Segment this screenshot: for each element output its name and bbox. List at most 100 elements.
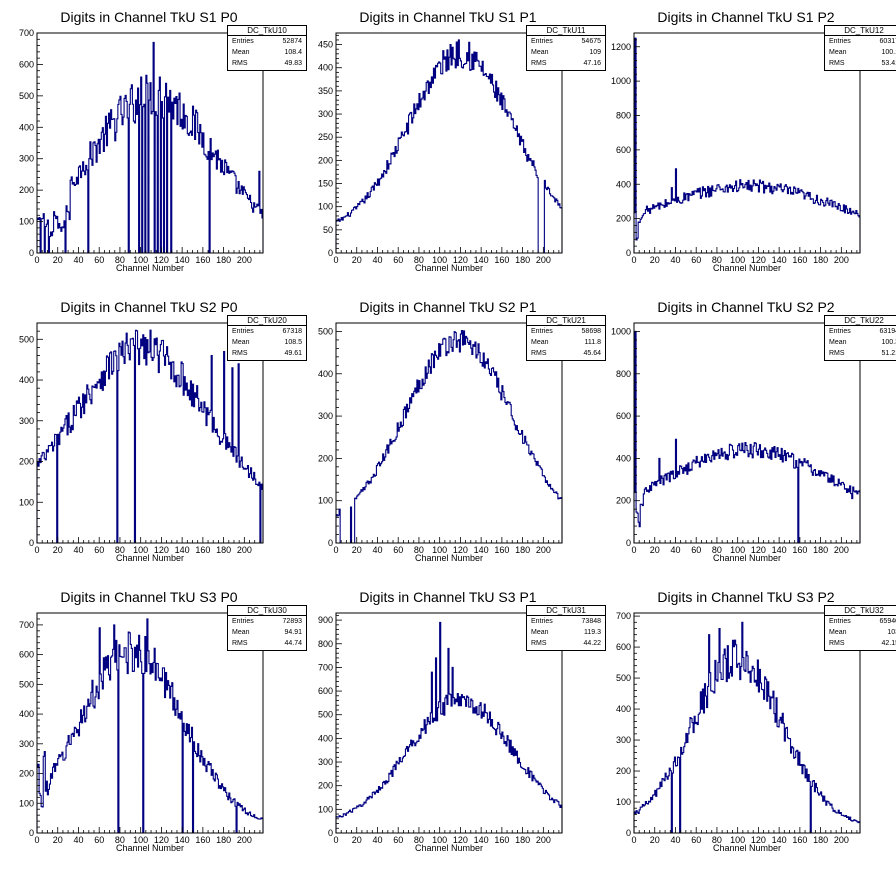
stats-row: Entries 52874 <box>228 36 306 47</box>
x-tick-label: 100 <box>432 255 447 265</box>
y-tick-label: 0 <box>29 538 34 548</box>
y-tick-label: 600 <box>616 411 631 421</box>
stats-row: RMS 49.61 <box>228 348 306 359</box>
x-tick-label: 200 <box>834 255 849 265</box>
stats-value: 52874 <box>282 38 302 45</box>
chart-title: Digits in Channel TkU S1 P1 <box>359 9 537 25</box>
x-tick-label: 60 <box>691 835 701 845</box>
stats-value: 72893 <box>282 618 302 625</box>
y-tick-label: 800 <box>318 639 333 649</box>
y-tick-label: 300 <box>318 411 333 421</box>
y-tick-label: 0 <box>328 248 333 258</box>
x-tick-label: 20 <box>650 545 660 555</box>
x-axis-title: Channel Number <box>414 263 484 273</box>
x-tick-label: 200 <box>536 835 551 845</box>
x-tick-label: 20 <box>352 545 362 555</box>
stats-row: Mean 94.91 <box>228 627 306 638</box>
stats-value: 65940 <box>879 618 896 625</box>
y-tick-label: 100 <box>616 797 631 807</box>
stats-label: RMS <box>531 60 547 67</box>
x-tick-label: 80 <box>115 545 125 555</box>
stats-value: 49.83 <box>284 60 302 67</box>
x-axis-title: Channel Number <box>414 553 484 563</box>
stats-name: DC_TkU32 <box>825 606 896 616</box>
x-tick-label: 200 <box>536 255 551 265</box>
stats-box: DC_TkU22 Entries 63194 Mean 100.3 RMS 51.21 <box>824 315 896 361</box>
y-tick-label: 0 <box>626 828 631 838</box>
stats-value: 54675 <box>581 38 601 45</box>
stats-row: Mean 100.3 <box>825 337 896 348</box>
histogram-plot: 0 20 40 60 80 100 120 140 160 180 200 0 100 200 300 400… <box>19 612 264 845</box>
x-tick-label: 60 <box>393 255 403 265</box>
y-tick-label: 300 <box>19 416 34 426</box>
y-tick-label: 400 <box>318 733 333 743</box>
stats-label: Mean <box>829 49 847 56</box>
stats-name: DC_TkU30 <box>228 606 306 616</box>
stats-row: Mean 109 <box>527 47 605 58</box>
x-tick-label: 140 <box>474 255 489 265</box>
x-tick-label: 80 <box>414 545 424 555</box>
stats-row: RMS 44.74 <box>228 638 306 649</box>
stats-label: Entries <box>232 38 254 45</box>
x-tick-label: 0 <box>34 545 39 555</box>
stats-value: 67318 <box>282 328 302 335</box>
plot-frame <box>36 612 264 834</box>
stats-row: Entries 54675 <box>527 36 605 47</box>
x-axis-title: Channel Number <box>712 263 782 273</box>
y-tick-label: 400 <box>19 709 34 719</box>
y-tick-label: 1000 <box>611 326 631 336</box>
y-tick-label: 50 <box>323 225 333 235</box>
stats-row: RMS 42.15 <box>825 638 896 649</box>
y-tick-label: 100 <box>318 202 333 212</box>
stats-box: DC_TkU21 Entries 58698 Mean 111.8 RMS 45.64 <box>526 315 606 361</box>
stats-row: Entries 67318 <box>228 326 306 337</box>
stats-label: Entries <box>829 328 851 335</box>
plot-frame <box>36 32 264 254</box>
y-tick-label: 400 <box>616 453 631 463</box>
stats-box: DC_TkU12 Entries 60317 Mean 100.1 RMS 53.41 <box>824 25 896 71</box>
stats-name: DC_TkU10 <box>228 26 306 36</box>
x-tick-label: 40 <box>372 545 382 555</box>
x-tick-label: 120 <box>154 255 169 265</box>
x-tick-label: 40 <box>73 545 83 555</box>
x-tick-label: 180 <box>216 835 231 845</box>
y-tick-label: 400 <box>318 369 333 379</box>
x-tick-label: 140 <box>772 255 787 265</box>
x-tick-label: 0 <box>333 835 338 845</box>
y-tick-label: 500 <box>318 710 333 720</box>
x-tick-label: 200 <box>536 545 551 555</box>
histogram-panel: 0 20 40 60 80 100 120 140 160 180 200 0 200 400 600 800… <box>597 290 896 580</box>
stats-label: RMS <box>232 60 248 67</box>
histogram-plot: 0 20 40 60 80 100 120 140 160 180 200 0 50 100 150 200 2… <box>318 32 563 265</box>
stats-value: 108.4 <box>284 49 302 56</box>
x-tick-label: 60 <box>393 835 403 845</box>
x-tick-label: 0 <box>34 255 39 265</box>
x-tick-label: 160 <box>494 255 509 265</box>
stats-label: RMS <box>829 60 845 67</box>
stats-row: Mean 100.1 <box>825 47 896 58</box>
y-tick-label: 100 <box>19 217 34 227</box>
x-tick-label: 180 <box>515 835 530 845</box>
histogram-plot: 0 20 40 60 80 100 120 140 160 180 200 0 200 400 600 800… <box>611 322 861 555</box>
y-tick-label: 0 <box>328 538 333 548</box>
x-tick-label: 160 <box>494 545 509 555</box>
x-tick-label: 100 <box>730 545 745 555</box>
x-tick-label: 160 <box>195 255 210 265</box>
stats-box: DC_TkU20 Entries 67318 Mean 108.5 RMS 49.61 <box>227 315 307 361</box>
histogram-panel: 0 20 40 60 80 100 120 140 160 180 200 0 100 200 300 400… <box>0 0 307 290</box>
x-tick-label: 200 <box>834 835 849 845</box>
stats-label: Entries <box>829 618 851 625</box>
histogram-series <box>36 329 264 544</box>
y-tick-label: 400 <box>318 63 333 73</box>
y-tick-label: 200 <box>616 214 631 224</box>
y-tick-label: 700 <box>318 662 333 672</box>
histogram-plot: 0 20 40 60 80 100 120 140 160 180 200 0 100 200 300 400… <box>616 611 861 845</box>
stats-value: 53.41 <box>881 60 896 67</box>
x-tick-label: 100 <box>730 255 745 265</box>
histogram-panel: 0 20 40 60 80 100 120 140 160 180 200 0 100 200 300 400… <box>597 580 896 870</box>
y-tick-label: 1000 <box>611 76 631 86</box>
stats-label: Mean <box>232 49 250 56</box>
chart-title: Digits in Channel TkU S3 P1 <box>359 589 537 605</box>
stats-label: RMS <box>829 640 845 647</box>
chart-title: Digits in Channel TkU S1 P0 <box>60 9 238 25</box>
